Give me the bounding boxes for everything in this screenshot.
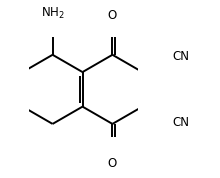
- Text: NH$_2$: NH$_2$: [41, 6, 64, 21]
- Text: CN: CN: [172, 50, 189, 63]
- Text: O: O: [108, 9, 117, 22]
- Text: CN: CN: [172, 116, 189, 129]
- Text: O: O: [108, 157, 117, 170]
